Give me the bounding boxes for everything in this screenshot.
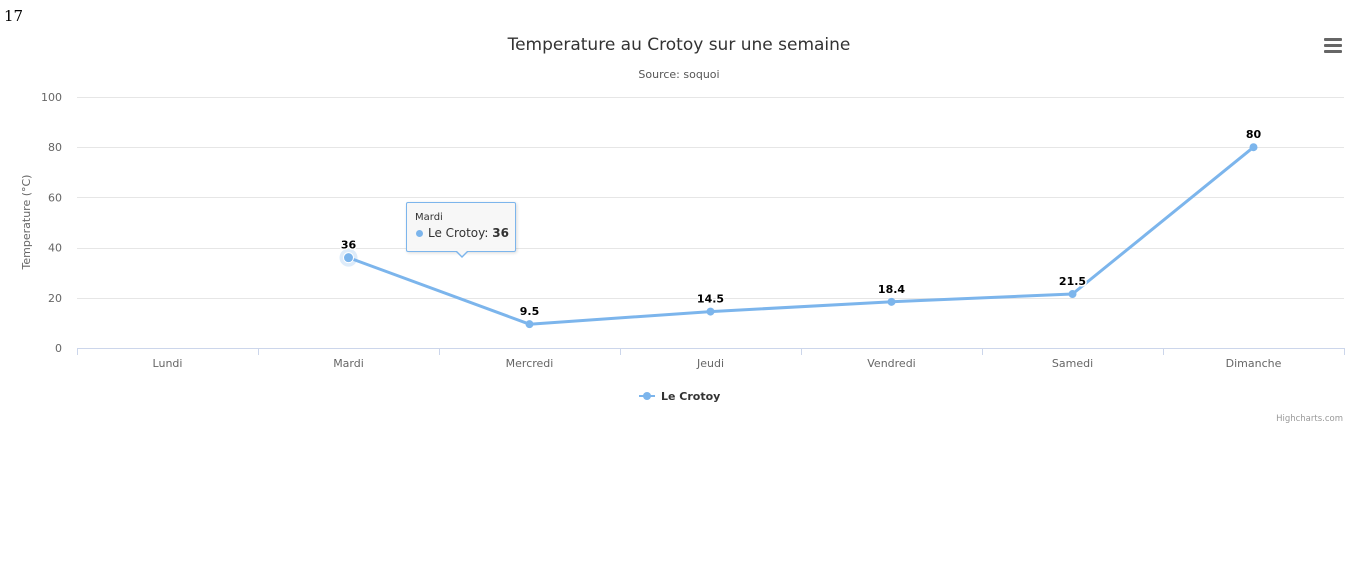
tooltip-title: Mardi [415, 212, 443, 223]
data-label: 80 [1246, 128, 1262, 141]
legend-item-le-crotoy[interactable]: Le Crotoy [661, 390, 720, 403]
data-point[interactable] [525, 320, 534, 329]
x-tick-label: Lundi [153, 357, 183, 370]
chart-title: Temperature au Crotoy sur une semaine [507, 35, 851, 55]
data-label: 36 [341, 239, 357, 252]
legend-symbol-marker [643, 392, 651, 400]
tooltip-series-name: Le Crotoy: [428, 226, 489, 240]
y-tick-label: 40 [48, 242, 62, 255]
data-label-outline: 80 [1246, 128, 1262, 141]
y-tick-label: 100 [41, 91, 62, 104]
x-tick-label: Dimanche [1226, 357, 1282, 370]
data-point[interactable] [1249, 143, 1258, 152]
data-point[interactable] [1068, 290, 1077, 299]
data-label: 21.5 [1059, 275, 1086, 288]
data-label-outline: 9.5 [520, 305, 540, 318]
x-tick-label: Jeudi [696, 357, 724, 370]
y-tick-label: 0 [55, 342, 62, 355]
legend[interactable]: Le Crotoy [639, 390, 720, 403]
data-label-outline: 18.4 [878, 283, 905, 296]
tooltip-series-marker [416, 230, 423, 237]
y-tick-label: 80 [48, 141, 62, 154]
page-number: 17 [4, 7, 24, 25]
x-tick-label: Samedi [1052, 357, 1093, 370]
chart-subtitle: Source: soquoi [638, 68, 719, 81]
series-line [347, 145, 1255, 326]
y-axis-label: Temperature (°C) [20, 175, 33, 271]
data-point[interactable] [706, 307, 715, 316]
data-point[interactable] [343, 252, 354, 264]
y-tick-label: 20 [48, 292, 62, 305]
x-tick-label: Mercredi [506, 357, 554, 370]
data-point[interactable] [887, 297, 896, 306]
data-label: 9.5 [520, 305, 540, 318]
hamburger-menu-icon [1324, 38, 1342, 41]
x-tick-label: Vendredi [867, 357, 915, 370]
data-label-outline: 14.5 [697, 293, 724, 306]
data-label-outline: 21.5 [1059, 275, 1086, 288]
data-label-outline: 36 [341, 239, 357, 252]
credits[interactable]: Highcharts.com [1276, 414, 1343, 424]
tooltip-arrow [455, 250, 469, 258]
y-tick-label: 60 [48, 191, 62, 204]
x-tick-label: Mardi [333, 357, 364, 370]
tooltip-value: 36 [492, 226, 509, 240]
data-label: 18.4 [878, 283, 905, 296]
tooltip: Mardi Le Crotoy: 36 [406, 202, 516, 258]
chart-menu-button[interactable] [1322, 38, 1344, 56]
data-label: 14.5 [697, 293, 724, 306]
